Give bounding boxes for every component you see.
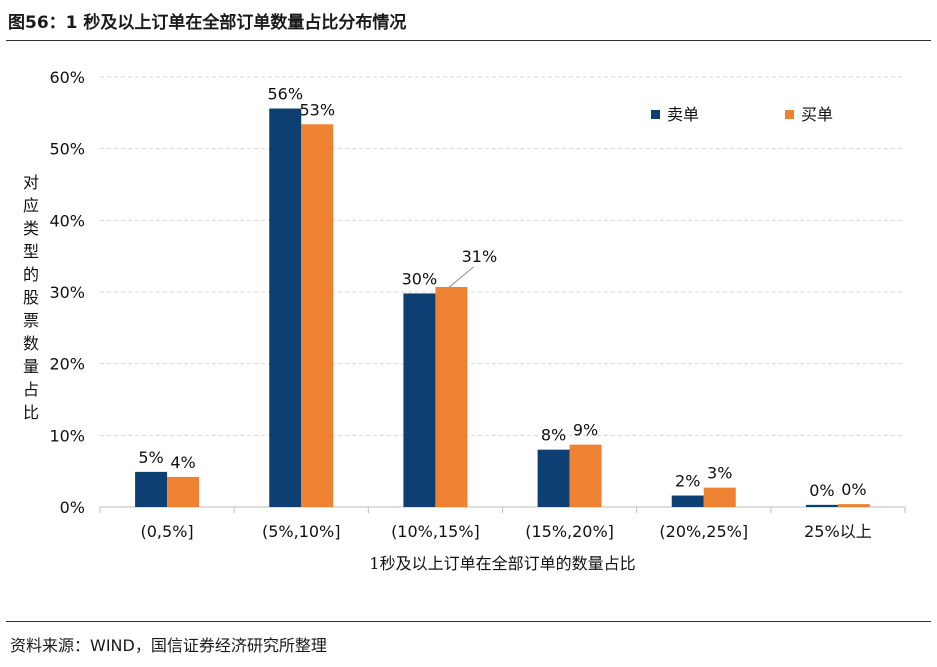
data-label: 31%: [462, 247, 498, 266]
y-axis-label-char: 股: [23, 288, 39, 307]
y-tick-label: 60%: [49, 68, 85, 87]
legend-swatch: [785, 110, 794, 119]
bar: [703, 487, 736, 507]
y-axis-label-char: 量: [23, 357, 39, 376]
y-tick-label: 10%: [49, 426, 85, 445]
y-tick-label: 40%: [49, 211, 85, 230]
footer-divider: [6, 621, 931, 622]
y-axis-label-char: 占: [23, 380, 39, 399]
data-label: 0%: [809, 481, 834, 500]
y-tick-label: 30%: [49, 283, 85, 302]
gridlines: [99, 76, 906, 513]
label-leader-line: [449, 266, 474, 288]
bar: [537, 449, 570, 507]
data-labels: 5% 4% 56%53% 30% 31% 8% 9% 2% 3% 0% 0%: [138, 85, 866, 500]
category-label: (15%,20%]: [525, 522, 614, 541]
data-label: 53%: [299, 100, 335, 119]
bar: [269, 108, 302, 508]
bar: [167, 476, 200, 507]
y-axis-label-char: 票: [23, 311, 39, 330]
legend-entry: 卖单: [667, 105, 699, 124]
bar: [837, 504, 870, 507]
x-axis-label: 1秒及以上订单在全部订单的数量占比: [369, 554, 635, 573]
y-axis-label-char: 型: [23, 242, 39, 261]
bar: [403, 293, 436, 507]
legend-swatch: [651, 110, 660, 119]
y-tick-labels: 0% 10% 20% 30% 40% 50% 60%: [49, 68, 85, 517]
data-label: 30%: [402, 269, 438, 288]
y-axis-label-char: 比: [23, 403, 39, 422]
y-tick-label: 0%: [60, 498, 85, 517]
category-label: (5%,10%]: [262, 522, 341, 541]
data-label: 8%: [541, 426, 566, 445]
data-label: 2%: [675, 472, 700, 491]
bar: [569, 444, 602, 507]
y-axis-label-char: 的: [23, 265, 39, 284]
title-divider: [6, 40, 931, 41]
category-label: (0,5%]: [141, 522, 194, 541]
data-label: 4%: [170, 453, 195, 472]
y-axis-label-char: 对: [23, 173, 39, 192]
legend: 卖单 买单: [651, 105, 833, 124]
data-label: 9%: [573, 421, 598, 440]
y-axis-label-char: 应: [23, 196, 39, 215]
category-label: (10%,15%]: [391, 522, 480, 541]
category-label: 25%以上: [804, 522, 872, 541]
legend-entry: 买单: [801, 105, 833, 124]
y-tick-label: 50%: [49, 140, 85, 159]
bar-chart: 0% 10% 20% 30% 40% 50% 60% 5% 4% 56%53% 30% 31% 8% 9…: [23, 68, 906, 573]
bar: [135, 471, 168, 507]
bars: [135, 108, 870, 508]
data-label: 5%: [138, 448, 163, 467]
bar: [435, 286, 468, 507]
data-label: 0%: [841, 480, 866, 499]
y-axis-label-char: 数: [23, 334, 39, 353]
y-tick-label: 20%: [49, 355, 85, 374]
bar: [805, 504, 838, 507]
y-axis-label-char: 类: [23, 219, 39, 238]
category-label: (20%,25%]: [659, 522, 748, 541]
data-label: 56%: [267, 85, 303, 104]
bar: [301, 124, 334, 508]
bar: [671, 495, 704, 507]
figure-title: 图56：1 秒及以上订单在全部订单数量占比分布情况: [8, 13, 407, 33]
data-label: 3%: [707, 464, 732, 483]
source-note: 资料来源：WIND，国信证券经济研究所整理: [10, 636, 327, 655]
category-labels: (0,5%] (5%,10%] (10%,15%] (15%,20%] (20%,25%…: [141, 522, 872, 541]
